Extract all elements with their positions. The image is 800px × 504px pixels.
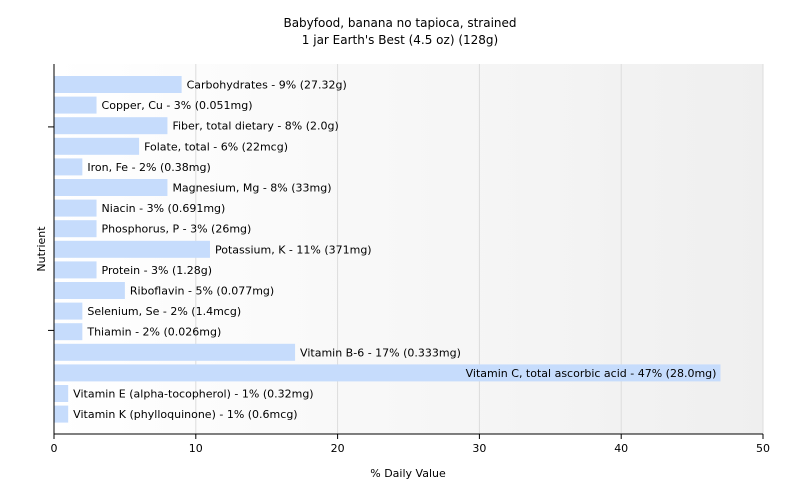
x-tick-label: 30 — [472, 442, 486, 455]
bar-label: Vitamin K (phylloquinone) - 1% (0.6mcg) — [73, 408, 297, 421]
bar-label: Fiber, total dietary - 8% (2.0g) — [172, 120, 338, 133]
bar — [54, 323, 83, 341]
axes: 0 10 20 30 40 50 — [48, 64, 770, 455]
bar — [54, 158, 83, 176]
x-tick-label: 20 — [331, 442, 345, 455]
bar-label: Potassium, K - 11% (371mg) — [215, 243, 372, 256]
bar-label: Magnesium, Mg - 8% (33mg) — [172, 182, 331, 195]
bar — [54, 364, 721, 382]
bar-label: Selenium, Se - 2% (1.4mcg) — [87, 305, 241, 318]
x-tick-label: 40 — [614, 442, 628, 455]
bar-label: Thiamin - 2% (0.026mg) — [86, 326, 221, 339]
bar — [54, 405, 69, 423]
bar-label: Protein - 3% (1.28g) — [102, 264, 213, 277]
bar — [54, 343, 296, 361]
bar — [54, 179, 168, 196]
bar-label: Niacin - 3% (0.691mg) — [102, 202, 226, 215]
bar — [54, 199, 97, 217]
bar — [54, 137, 140, 155]
bar-label: Folate, total - 6% (22mcg) — [144, 140, 288, 153]
bar-label: Vitamin E (alpha-tocopherol) - 1% (0.32m… — [73, 388, 313, 401]
bars: Carbohydrates - 9% (27.32g) Copper, Cu - … — [54, 76, 721, 423]
bar-label: Phosphorus, P - 3% (26mg) — [102, 223, 252, 236]
x-tick-label: 50 — [756, 442, 770, 455]
bar — [54, 261, 97, 279]
x-tick-label: 0 — [51, 442, 58, 455]
bar — [54, 385, 69, 402]
bar — [54, 76, 182, 93]
chart-title: Babyfood, banana no tapioca, strained — [283, 16, 516, 30]
x-axis-label: % Daily Value — [370, 467, 446, 480]
bar — [54, 302, 83, 320]
bar — [54, 282, 125, 299]
bar-label: Iron, Fe - 2% (0.38mg) — [87, 161, 210, 174]
bar — [54, 220, 97, 238]
y-axis-label: Nutrient — [35, 226, 48, 272]
bar-label: Vitamin B-6 - 17% (0.333mg) — [300, 346, 461, 359]
bar-label: Vitamin C, total ascorbic acid - 47% (28… — [466, 367, 717, 380]
bar-label: Riboflavin - 5% (0.077mg) — [130, 285, 274, 298]
bar — [54, 240, 210, 258]
bar — [54, 96, 97, 114]
bar-label: Carbohydrates - 9% (27.32g) — [187, 79, 347, 92]
bar-label: Copper, Cu - 3% (0.051mg) — [102, 99, 253, 112]
chart-subtitle: 1 jar Earth's Best (4.5 oz) (128g) — [302, 33, 498, 47]
bar — [54, 117, 168, 135]
x-tick-label: 10 — [189, 442, 203, 455]
